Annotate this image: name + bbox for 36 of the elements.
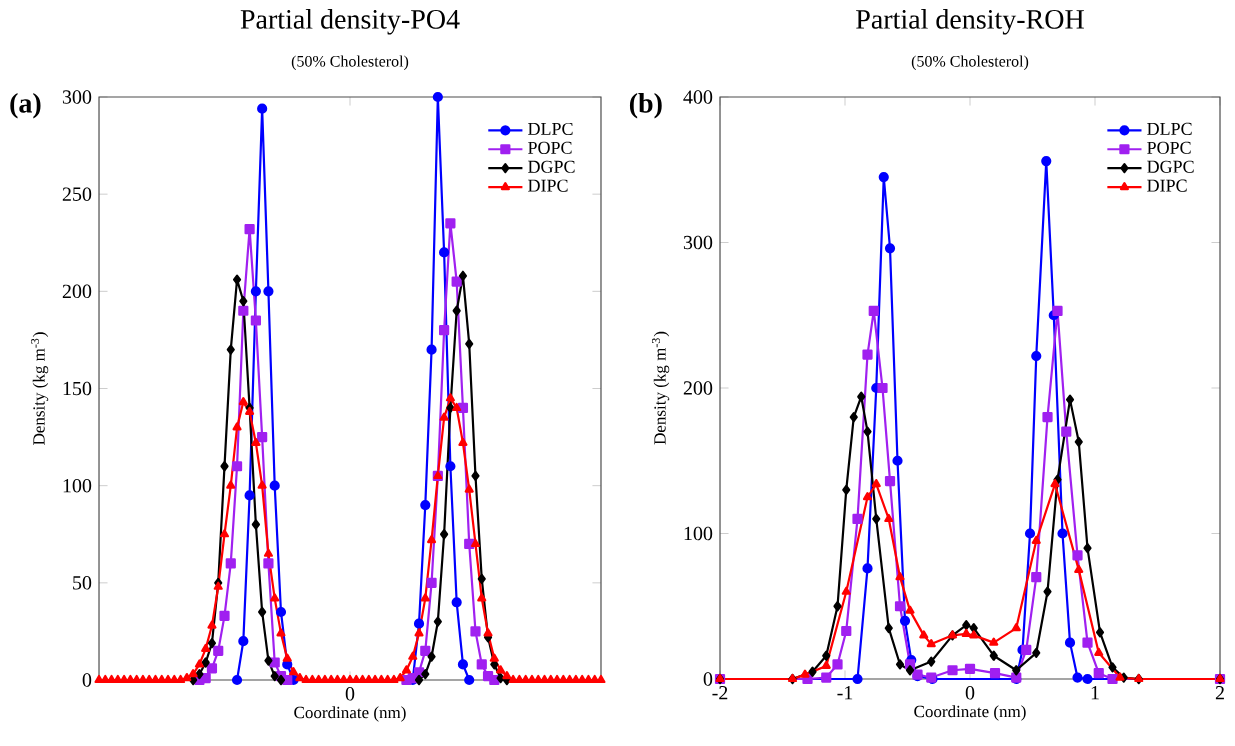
legend-label: DLPC	[528, 122, 573, 135]
y-axis-title: Density (kg m$^{-3}$)	[652, 331, 670, 445]
chart-subtitle: (50% Cholesterol)	[291, 55, 409, 70]
y-tick-label: 250	[62, 187, 92, 201]
legend-label: DGPC	[528, 160, 575, 173]
y-tick-label: 200	[683, 381, 713, 395]
chart-title: Partial density-PO4	[240, 9, 460, 35]
y-tick-label: 50	[73, 576, 92, 590]
y-axis-title: Density (kg m$^{-3}$)	[31, 332, 49, 445]
legend-label: POPC	[1147, 141, 1191, 154]
x-axis-title: Coordinate (nm)	[294, 706, 406, 722]
legend-label: DIPC	[1147, 179, 1187, 192]
x-tick-label: 0	[965, 686, 975, 700]
x-tick-label: 0	[345, 687, 355, 701]
chart-subtitle: (50% Cholesterol)	[911, 55, 1029, 70]
x-tick-label: -1	[837, 686, 853, 700]
y-tick-label: 0	[703, 672, 713, 686]
x-axis-title: Coordinate (nm)	[914, 705, 1026, 721]
text: (b)	[629, 93, 662, 119]
x-tick-label: -2	[712, 686, 728, 700]
y-tick-label: 200	[62, 284, 92, 299]
y-tick-label: 300	[683, 235, 713, 250]
chart-title: Partial density-ROH	[856, 9, 1084, 35]
y-tick-label: 300	[62, 90, 92, 104]
x-tick-label: 2	[1215, 686, 1224, 700]
text: (a)	[10, 93, 41, 119]
legend-label: DLPC	[1147, 122, 1192, 135]
x-tick-label: 1	[1091, 686, 1099, 700]
legend-label: DIPC	[528, 179, 568, 192]
y-tick-label: 100	[63, 478, 92, 493]
y-tick-label: 150	[63, 381, 92, 396]
y-tick-label: 100	[684, 526, 713, 541]
legend-label: POPC	[528, 141, 572, 154]
legend-label: DGPC	[1147, 160, 1194, 173]
y-tick-label: 0	[82, 673, 92, 687]
y-tick-label: 400	[683, 90, 713, 104]
